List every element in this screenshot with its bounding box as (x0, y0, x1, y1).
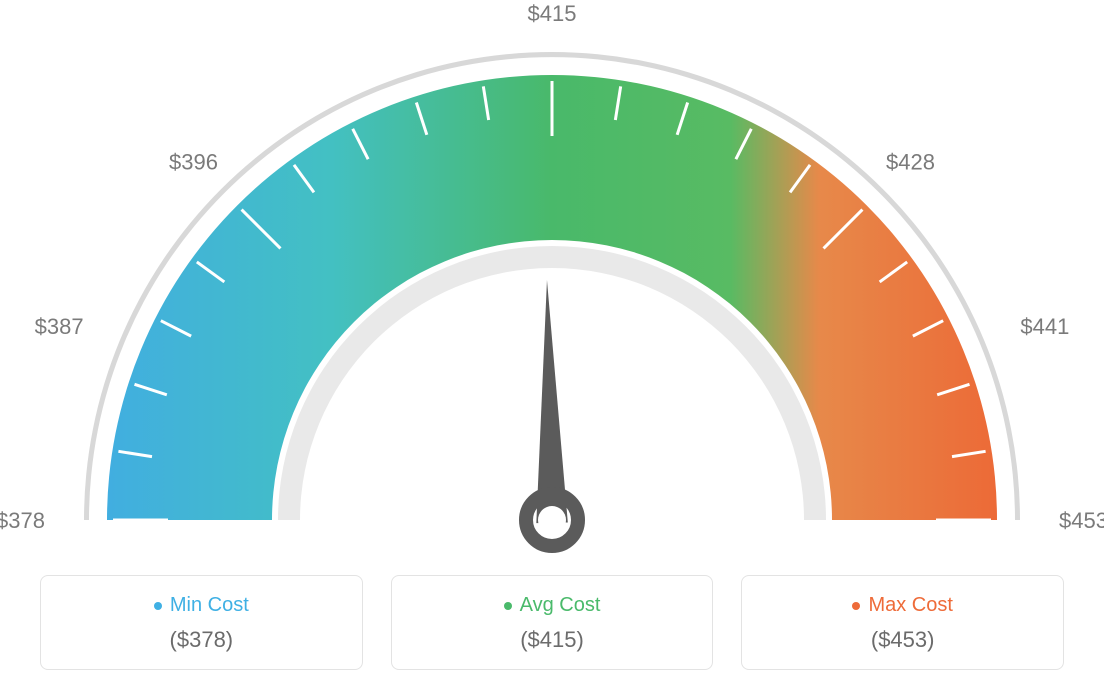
legend-max-label: Max Cost (868, 594, 952, 617)
gauge-tick-label: $441 (1020, 314, 1069, 339)
gauge-needle-hub-hole (538, 506, 566, 534)
cost-gauge: $378 $387 $396 $415 $428 $441 $453 (0, 0, 1104, 560)
legend-min-value: ($378) (51, 627, 352, 653)
legend-min-dot (154, 602, 162, 610)
gauge-needle (536, 280, 568, 523)
gauge-svg: $378 $387 $396 $415 $428 $441 $453 (0, 0, 1104, 560)
legend-max-value: ($453) (752, 627, 1053, 653)
legend-row: Min Cost ($378) Avg Cost ($415) Max Cost… (40, 575, 1064, 670)
gauge-tick-label: $415 (528, 1, 577, 26)
legend-avg-value: ($415) (402, 627, 703, 653)
legend-max-card: Max Cost ($453) (741, 575, 1064, 670)
legend-avg-label: Avg Cost (520, 594, 601, 617)
gauge-tick-label: $396 (169, 149, 218, 174)
legend-max-dot (852, 602, 860, 610)
gauge-tick-label: $453 (1059, 508, 1104, 533)
legend-min-card: Min Cost ($378) (40, 575, 363, 670)
legend-min-label: Min Cost (170, 594, 249, 617)
legend-avg-dot (504, 602, 512, 610)
legend-avg-card: Avg Cost ($415) (391, 575, 714, 670)
gauge-tick-label: $378 (0, 508, 45, 533)
gauge-tick-label: $428 (886, 149, 935, 174)
gauge-tick-label: $387 (35, 314, 84, 339)
